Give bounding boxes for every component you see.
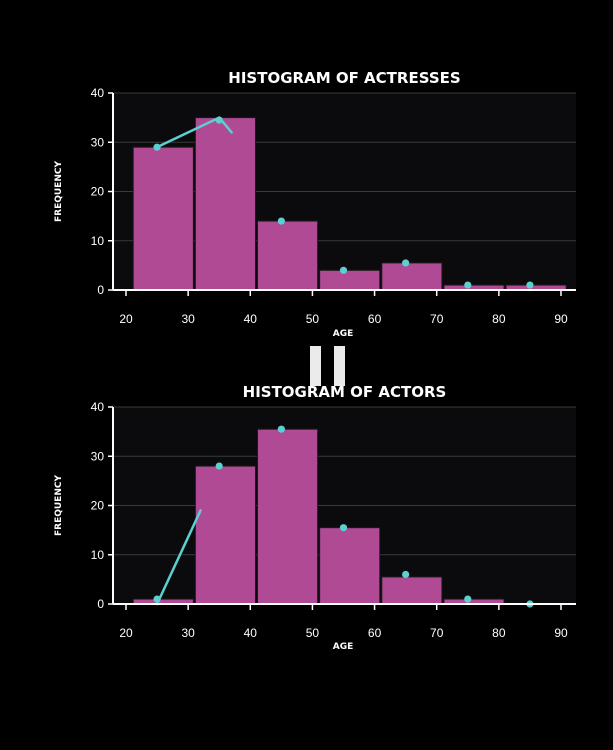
x-tick-label: 40 [244, 626, 258, 640]
x-tick-label: 30 [181, 312, 195, 326]
histogram-bar [257, 428, 319, 605]
pause-bar-right [334, 346, 345, 386]
data-point [464, 595, 472, 603]
data-point [526, 281, 534, 289]
y-tick-label: 30 [91, 449, 105, 463]
trend-line [155, 509, 202, 606]
x-tick-label: 90 [554, 312, 568, 326]
x-tick-label: 70 [430, 312, 444, 326]
x-tick-label: 60 [368, 626, 382, 640]
pause-icon[interactable] [310, 346, 345, 386]
histogram-bar [319, 527, 381, 605]
x-axis-label: AGE [333, 642, 354, 652]
actors-histogram: 0 10 20 30 40 20 30 40 50 60 70 80 90 HISTOGRAM OF AC… [54, 383, 576, 652]
y-tick-label: 40 [91, 400, 105, 414]
data-point [277, 217, 285, 225]
y-tick-label: 20 [91, 185, 105, 199]
x-tick-label: 80 [492, 626, 506, 640]
data-point [277, 425, 285, 433]
x-tick-label: 20 [119, 312, 133, 326]
y-tick-label: 10 [91, 548, 105, 562]
y-tick-label: 0 [97, 283, 104, 297]
histogram-bar [194, 465, 257, 605]
y-tick-label: 20 [91, 499, 105, 513]
y-tick-label: 30 [91, 135, 105, 149]
y-tick-label: 40 [91, 86, 105, 100]
y-axis-label: FREQUENCY [54, 475, 64, 536]
chart-title: HISTOGRAM OF ACTRESSES [228, 69, 460, 87]
x-tick-label: 30 [181, 626, 195, 640]
data-point [402, 570, 410, 579]
data-point [339, 524, 348, 532]
x-tick-label: 90 [554, 626, 568, 640]
x-tick-label: 20 [119, 626, 133, 640]
x-axis-label: AGE [333, 329, 354, 339]
x-tick-label: 70 [430, 626, 444, 640]
y-tick-label: 10 [91, 234, 105, 248]
histogram-bar [319, 269, 381, 291]
histogram-bar [381, 262, 443, 291]
data-point [215, 462, 223, 470]
y-tick-label: 0 [97, 597, 104, 611]
x-tick-label: 40 [244, 312, 258, 326]
actresses-histogram: 0 10 20 30 40 20 30 40 50 60 70 80 90 HISTOGRAM OF AC… [54, 69, 576, 339]
x-tick-label: 80 [492, 312, 506, 326]
x-tick-label: 60 [368, 312, 382, 326]
x-tick-label: 50 [306, 626, 320, 640]
data-point [464, 281, 472, 289]
histogram-bar [257, 220, 319, 291]
histogram-bar [132, 146, 194, 291]
data-point [339, 266, 348, 274]
data-point [402, 259, 410, 267]
x-tick-label: 50 [306, 312, 320, 326]
histogram-bar [194, 117, 257, 291]
pause-bar-left [310, 346, 321, 386]
data-point [153, 595, 161, 603]
y-axis-label: FREQUENCY [54, 161, 64, 222]
data-point [215, 116, 223, 124]
histogram-bar [381, 576, 443, 605]
data-point [153, 143, 161, 151]
chart-title: HISTOGRAM OF ACTORS [243, 383, 447, 401]
